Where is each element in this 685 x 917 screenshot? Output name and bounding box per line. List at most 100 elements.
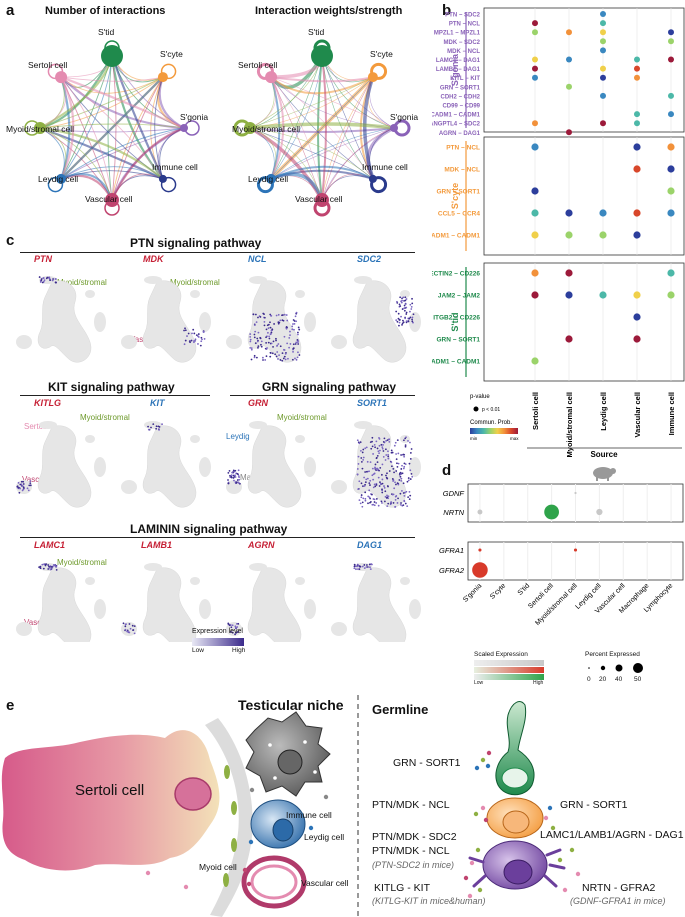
pct-0: 0 bbox=[587, 676, 591, 683]
leydig-cell-label: Leydig cell bbox=[304, 832, 345, 842]
pair-label: CDH2 − CDH2 bbox=[440, 94, 480, 100]
dot bbox=[600, 74, 606, 81]
dot bbox=[566, 129, 572, 136]
net-left-vascular: Vascular cell bbox=[85, 194, 133, 204]
gene-label: GDNF bbox=[443, 489, 465, 498]
expression-dot bbox=[544, 504, 559, 520]
commun-prob-max: max bbox=[510, 436, 519, 441]
interaction-ptn-note: (PTN-SDC2 in mice) bbox=[372, 860, 455, 870]
net-right-sertoli: Sertoli cell bbox=[238, 60, 278, 70]
dot bbox=[565, 291, 573, 299]
interaction-ptn-ncl-2: PTN/MDK - NCL bbox=[372, 845, 450, 857]
umap-plots bbox=[16, 276, 421, 642]
pair-label: PTN − SDC2 bbox=[445, 13, 481, 19]
immune-cell-shape bbox=[245, 711, 331, 797]
pathway-title-ptn: PTN signaling pathway bbox=[130, 236, 262, 250]
source-label: Vascular cell bbox=[633, 392, 642, 437]
umap-plot bbox=[121, 563, 211, 642]
net-left-sertoli: Sertoli cell bbox=[28, 60, 68, 70]
dot bbox=[531, 143, 539, 151]
net-left-scyte: S'cyte bbox=[160, 49, 183, 59]
expression-dot bbox=[472, 562, 488, 578]
edge bbox=[249, 127, 323, 201]
edge bbox=[270, 55, 323, 180]
scaled-expression-low: Low bbox=[474, 680, 484, 686]
group-box bbox=[483, 262, 685, 382]
panel-e-schematic bbox=[1, 695, 581, 917]
expression-dot bbox=[478, 548, 482, 552]
expression-legend-title: Expression level bbox=[192, 628, 243, 635]
panel-b-dotplot: S'gonia PTN − SDC2 PTN − NCL MPZL1 − MPZL1 M… bbox=[432, 7, 685, 459]
dot bbox=[531, 209, 539, 217]
edge bbox=[110, 55, 164, 180]
edge bbox=[249, 76, 374, 129]
panel-c: PTN signaling pathway PTN MDK NCL SDC2 M… bbox=[0, 232, 430, 662]
panel-a-title-right: Interaction weights/strength bbox=[255, 5, 403, 17]
edge bbox=[321, 127, 395, 201]
net-left-stid: S'tid bbox=[98, 27, 115, 37]
umap-plot bbox=[16, 421, 106, 508]
sertoli-cell-shape bbox=[1, 730, 220, 871]
germline-title: Germline bbox=[372, 702, 429, 717]
net-left-immune: Immune cell bbox=[152, 162, 198, 172]
expression-dot bbox=[596, 508, 603, 516]
node-2 bbox=[180, 124, 188, 132]
spermatogonia-shape bbox=[468, 840, 566, 890]
node-5 bbox=[266, 173, 277, 184]
scaled-expression-high: High bbox=[533, 680, 544, 686]
node-1 bbox=[367, 72, 378, 83]
dot bbox=[633, 335, 641, 343]
gene-dag1: DAG1 bbox=[357, 540, 383, 550]
edge bbox=[60, 55, 113, 180]
interaction-kitlg-kit: KITLG - KIT bbox=[374, 882, 431, 894]
panel-c-label: c bbox=[6, 232, 15, 249]
umap-label-sertoli: Sertoli bbox=[24, 422, 47, 431]
net-left-leydig: Leydig cell bbox=[38, 174, 79, 184]
source-label: Immune cell bbox=[667, 392, 676, 435]
scaled-expression-bar-grey bbox=[474, 660, 544, 666]
umap-plot bbox=[331, 421, 421, 508]
commun-prob-min: min bbox=[470, 436, 478, 441]
net-right-sgonia: S'gonia bbox=[390, 112, 419, 122]
expression-legend-low: Low bbox=[192, 647, 204, 654]
pair-label: PTN − NCL bbox=[449, 22, 481, 28]
interaction-ptn-ncl: PTN/MDK - NCL bbox=[372, 799, 450, 811]
edge bbox=[39, 76, 164, 129]
node-3 bbox=[368, 174, 377, 183]
cell-type-label: S'tid bbox=[517, 582, 531, 596]
node-0 bbox=[311, 45, 333, 67]
pathway-title-grn: GRN signaling pathway bbox=[262, 380, 397, 394]
percent-expressed-title: Percent Expressed bbox=[585, 651, 640, 658]
dot bbox=[600, 92, 606, 99]
interaction-ptn-sdc2: PTN/MDK - SDC2 bbox=[372, 831, 457, 843]
umap-label-myoid-1: Myoid/stromal bbox=[57, 278, 107, 287]
vascular-cell-shape bbox=[241, 855, 307, 909]
interaction-nrtn-gfra2: NRTN - GFRA2 bbox=[582, 882, 656, 894]
edge bbox=[111, 173, 164, 201]
edge bbox=[249, 127, 374, 180]
pct-50: 50 bbox=[634, 676, 642, 683]
cell-type-label: S'cyte bbox=[489, 582, 507, 600]
source-axis-label: Source bbox=[590, 450, 618, 459]
umap-label-myoid-3: Myoid/stromal bbox=[80, 413, 130, 422]
gene-ptn: PTN bbox=[34, 254, 52, 264]
umap-plot bbox=[226, 421, 316, 508]
umap-label-myoid-4: Myoid/stromal bbox=[277, 413, 327, 422]
dot bbox=[633, 231, 641, 239]
group-label: S'cyte bbox=[450, 183, 460, 209]
umap-plot bbox=[331, 563, 421, 642]
net-right-vascular: Vascular cell bbox=[295, 194, 343, 204]
pct-40: 40 bbox=[615, 676, 623, 683]
umap-plot bbox=[226, 276, 316, 363]
gene-grn: GRN bbox=[248, 398, 268, 408]
pvalue-legend-title: p-value bbox=[470, 394, 490, 400]
dot bbox=[600, 65, 606, 72]
dot bbox=[532, 74, 538, 81]
gene-agrn: AGRN bbox=[248, 540, 275, 550]
gene-label: GFRA2 bbox=[439, 566, 465, 575]
dot bbox=[633, 291, 641, 299]
dot bbox=[668, 92, 674, 99]
pair-label: CADM1 − CADM1 bbox=[432, 359, 480, 366]
edge bbox=[39, 76, 164, 129]
